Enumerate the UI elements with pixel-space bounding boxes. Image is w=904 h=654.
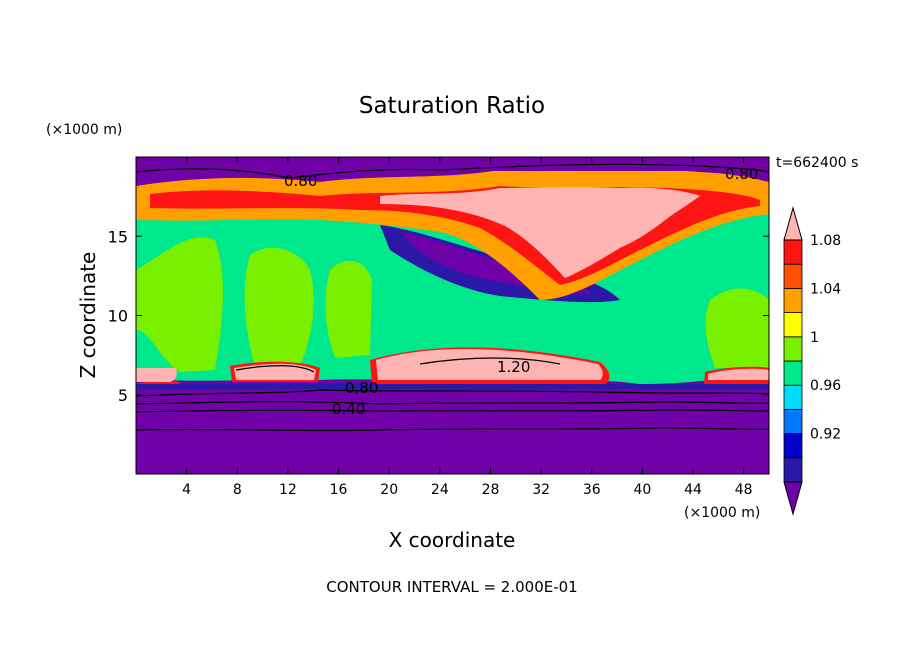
colorbar-swatch — [783, 457, 803, 483]
time-label: t=662400 s — [776, 155, 858, 171]
colorbar-swatch — [783, 239, 803, 265]
y-axis-label: Z coordinate — [76, 252, 100, 379]
field-region-lower-edge — [136, 384, 769, 389]
x-tick-label: 4 — [182, 482, 191, 498]
field-region-dry-top — [136, 157, 769, 171]
colorbar-swatch — [783, 384, 803, 410]
colorbar: 0.92 0.96 1 1.04 1.08 — [783, 206, 841, 516]
field-region-supersat-lower-4 — [708, 368, 769, 380]
colorbar-swatch — [783, 408, 803, 434]
x-tick-label: 40 — [633, 482, 651, 498]
colorbar-tick-label: 0.96 — [810, 378, 841, 394]
colorbar-swatch — [783, 263, 803, 289]
colorbar-lower-arrow — [783, 481, 803, 516]
contour-line-5 — [235, 365, 315, 373]
y-tick-label: 5 — [118, 386, 128, 405]
x-tick-label: 12 — [279, 482, 297, 498]
contour-interval-label: CONTOUR INTERVAL = 2.000E-01 — [326, 578, 577, 596]
x-tick-label: 32 — [532, 482, 550, 498]
colorbar-swatch — [783, 360, 803, 386]
colorbar-upper-arrow — [783, 206, 803, 241]
colorbar-swatch — [783, 287, 803, 313]
contour-line-1 — [136, 389, 769, 397]
contour-line-2 — [136, 401, 769, 405]
contour-lines — [136, 163, 769, 432]
colorbar-tick-label: 0.92 — [810, 427, 841, 443]
contour-label-1: 0.80 — [284, 172, 317, 190]
x-tick-label: 44 — [684, 482, 702, 498]
contour-label-5: 1.20 — [497, 358, 530, 376]
field-region-lime-1 — [136, 237, 223, 372]
contour-label-3: 0.80 — [345, 379, 378, 397]
x-tick-label: 8 — [233, 482, 242, 498]
field-region-supersat-lower-1 — [136, 368, 177, 382]
colorbar-swatch — [783, 433, 803, 459]
colorbar-swatch — [783, 336, 803, 362]
chart-title: Saturation Ratio — [359, 93, 545, 119]
colorbar-tick-label: 1 — [810, 330, 819, 346]
colorbar-tick-label: 1.04 — [810, 281, 841, 297]
y-axis: 5 10 15 — [108, 227, 769, 405]
y-unit-label: (×1000 m) — [46, 122, 122, 138]
field-region-supersat-upper-2 — [590, 207, 680, 250]
x-tick-label: 24 — [431, 482, 449, 498]
x-axis: 4 8 12 16 20 24 28 32 36 40 44 48 — [182, 157, 753, 498]
colorbar-tick-label: 1.08 — [810, 233, 841, 249]
x-tick-label: 48 — [735, 482, 753, 498]
x-tick-label: 28 — [482, 482, 500, 498]
contour-line-6 — [419, 357, 561, 365]
x-axis-label: X coordinate — [389, 528, 516, 552]
contour-line-4 — [136, 427, 769, 432]
field-region-supersat-lower-3 — [376, 348, 603, 380]
y-tick-label: 10 — [108, 307, 128, 326]
contour-line-3 — [136, 409, 769, 413]
contour-label-4: 0.40 — [332, 400, 365, 418]
colorbar-swatch — [783, 312, 803, 338]
x-tick-label: 20 — [380, 482, 398, 498]
field-region-lime-3 — [325, 260, 372, 358]
contour-label-2: 0.80 — [725, 165, 758, 183]
x-unit-label: (×1000 m) — [684, 505, 760, 521]
contour-line-top — [136, 163, 769, 179]
x-tick-label: 16 — [330, 482, 348, 498]
field-region-lime-2 — [244, 247, 314, 368]
y-tick-label: 15 — [108, 227, 128, 246]
x-tick-label: 36 — [583, 482, 601, 498]
saturation-field — [136, 157, 769, 474]
field-region-supersat-upper — [380, 187, 700, 278]
field-region-lime-4 — [705, 288, 769, 368]
